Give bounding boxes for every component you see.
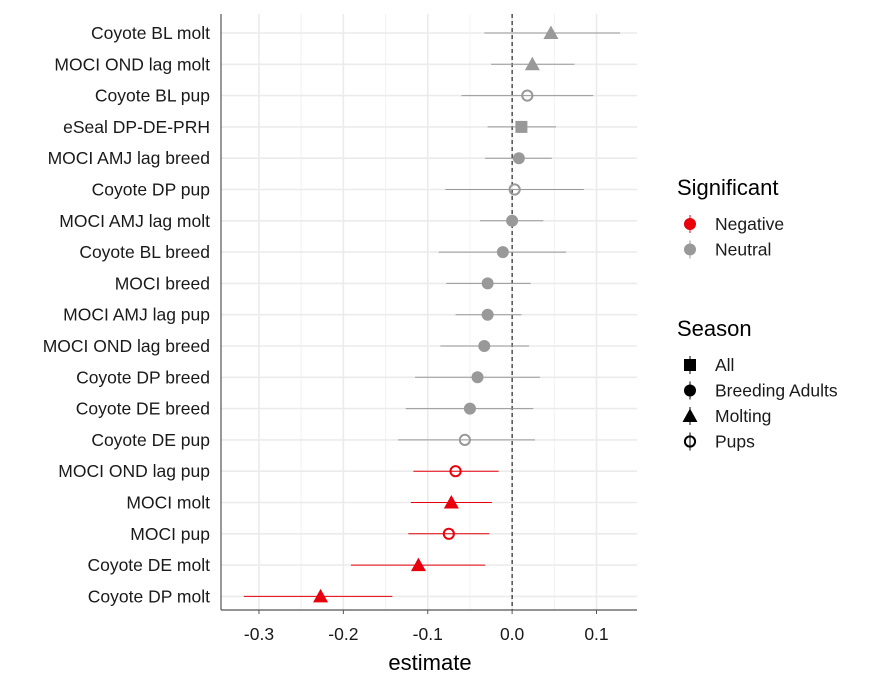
point-marker — [508, 183, 521, 196]
point-marker — [313, 588, 329, 603]
legend-key-marker — [682, 408, 698, 422]
y-tick-label: Coyote DP molt — [88, 586, 210, 606]
legend-key-marker — [684, 359, 696, 371]
point-marker — [512, 152, 525, 165]
point-marker — [496, 246, 509, 259]
legend-label: All — [715, 355, 734, 375]
point-marker — [481, 277, 494, 290]
x-tick-label: 0.0 — [500, 624, 525, 644]
point-marker — [506, 214, 519, 227]
y-tick-label: Coyote BL pup — [95, 86, 210, 106]
y-tick-label: Coyote DP pup — [92, 180, 210, 200]
point-markers — [313, 25, 559, 603]
legend-label: Neutral — [715, 240, 771, 260]
x-tick-label: -0.1 — [413, 624, 443, 644]
point-marker — [449, 465, 462, 478]
point-marker — [478, 340, 491, 352]
point-marker — [524, 56, 540, 71]
y-tick-label: Coyote DE pup — [91, 430, 210, 450]
legend-label: Pups — [715, 432, 755, 452]
y-tick-label: Coyote DP breed — [76, 367, 210, 387]
y-tick-label: MOCI OND lag pup — [58, 461, 210, 481]
point-marker — [442, 527, 455, 540]
y-tick-label: MOCI pup — [130, 524, 210, 544]
legend-key-marker — [684, 243, 696, 256]
point-marker — [543, 25, 559, 39]
point-marker — [471, 371, 484, 384]
y-tick-label: MOCI AMJ lag molt — [59, 211, 210, 231]
y-tick-label: MOCI AMJ lag breed — [48, 148, 210, 168]
y-tick-label: eSeal DP-DE-PRH — [63, 117, 210, 137]
point-marker — [515, 120, 528, 133]
axes — [220, 14, 637, 611]
y-tick-label: Coyote BL breed — [79, 242, 210, 262]
point-marker — [481, 308, 494, 321]
point-marker — [443, 495, 459, 509]
y-tick-label: MOCI molt — [126, 493, 210, 513]
point-marker — [521, 89, 534, 102]
x-tick-label: -0.3 — [244, 624, 274, 644]
y-tick-label: Coyote DE breed — [76, 399, 210, 419]
legend-key-marker — [684, 218, 696, 230]
y-tick-label: MOCI OND lag breed — [43, 336, 210, 356]
legend-title: Season — [677, 316, 752, 341]
x-tick-labels: -0.3 -0.2 -0.1 0.0 0.1 — [244, 610, 609, 644]
legend-label: Negative — [715, 214, 784, 234]
legend-label: Breeding Adults — [715, 381, 838, 401]
y-tick-label: Coyote BL molt — [91, 23, 210, 43]
y-tick-label: Coyote DE molt — [87, 555, 210, 575]
legend-title: Significant — [677, 175, 779, 200]
x-tick-label: -0.2 — [328, 624, 358, 644]
point-marker — [458, 433, 471, 446]
y-tick-label: MOCI OND lag molt — [54, 54, 210, 74]
x-axis-title: estimate — [388, 650, 471, 675]
point-marker — [410, 557, 426, 572]
y-tick-label: MOCI AMJ lag pup — [63, 305, 210, 325]
y-tick-label: MOCI breed — [115, 273, 210, 293]
legend-label: Molting — [715, 406, 771, 426]
legend-key-marker — [683, 435, 697, 448]
x-tick-label: 0.1 — [584, 624, 608, 644]
point-marker — [463, 402, 476, 415]
legend-key-marker — [684, 384, 696, 397]
y-tick-labels: Coyote BL molt MOCI OND lag molt Coyote BL… — [43, 23, 210, 606]
legend: Significant Negative Neutral Season All Breed… — [677, 175, 838, 452]
